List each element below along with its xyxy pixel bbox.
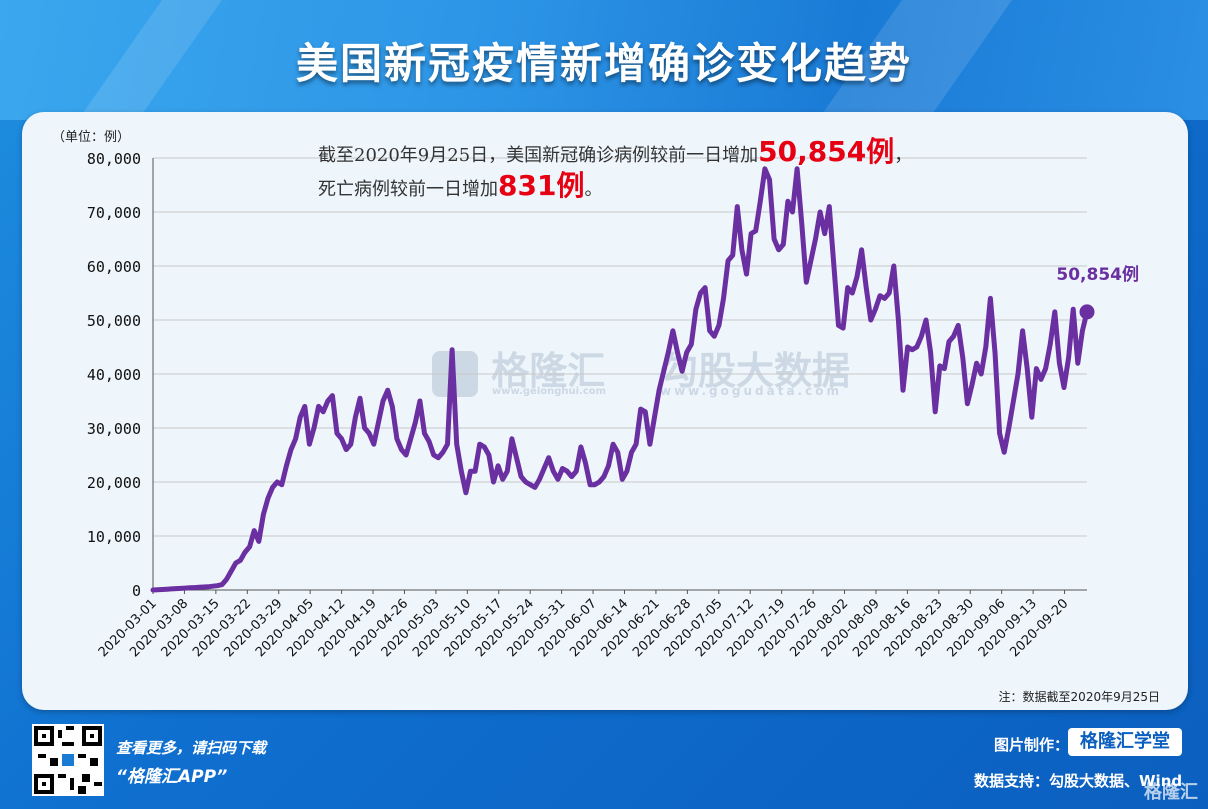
app-name-text: “格隆汇APP” <box>116 767 228 787</box>
death-increase-value: 831例 <box>498 169 585 202</box>
qr-code-icon[interactable] <box>32 724 104 796</box>
y-tick-label: 40,000 <box>87 366 141 384</box>
page-title: 美国新冠疫情新增确诊变化趋势 <box>295 39 912 88</box>
annotation-text: 截至2020年9月25日，美国新冠确诊病例较前一日增加 <box>318 145 759 166</box>
y-tick-label: 30,000 <box>87 420 141 438</box>
scan-download-text: 查看更多，请扫码下载 <box>116 739 267 757</box>
last-point-label: 50,854例 <box>1056 264 1139 285</box>
y-tick-label: 10,000 <box>87 528 141 546</box>
made-by-label: 图片制作： <box>994 736 1070 754</box>
data-support-text: 数据支持：勾股大数据、Wind <box>974 772 1183 790</box>
y-tick-label: 80,000 <box>87 150 141 168</box>
watermark-right-url: www.gogudata.com <box>660 384 842 398</box>
y-tick-label: 70,000 <box>87 204 141 222</box>
last-point-marker <box>1079 304 1095 320</box>
data-note: 注：数据截至2020年9月25日 <box>998 690 1160 704</box>
annotation-line-1: 截至2020年9月25日，美国新冠确诊病例较前一日增加50,854例， <box>318 130 912 170</box>
confirmed-increase-value: 50,854例 <box>758 135 895 168</box>
corner-brand: 格隆汇 <box>1144 782 1198 803</box>
y-tick-label: 20,000 <box>87 474 141 492</box>
header-band <box>0 0 1208 120</box>
annotation-line-2: 死亡病例较前一日增加831例。 <box>318 164 602 204</box>
y-tick-label: 60,000 <box>87 258 141 276</box>
annotation-text: 。 <box>584 179 603 200</box>
annotation-text: 死亡病例较前一日增加 <box>318 179 498 200</box>
watermark-right: 勾股大数据 <box>660 349 851 393</box>
y-tick-label: 50,000 <box>87 312 141 330</box>
series-line-new-confirmed <box>150 166 1090 593</box>
y-axis-unit-label: （单位：例） <box>52 130 131 145</box>
y-tick-label: 0 <box>132 582 141 600</box>
annotation-text: ， <box>894 145 913 166</box>
watermark-left-url: www.gelonghui.com <box>492 386 607 397</box>
made-by-brand: 格隆汇学堂 <box>1068 728 1182 756</box>
